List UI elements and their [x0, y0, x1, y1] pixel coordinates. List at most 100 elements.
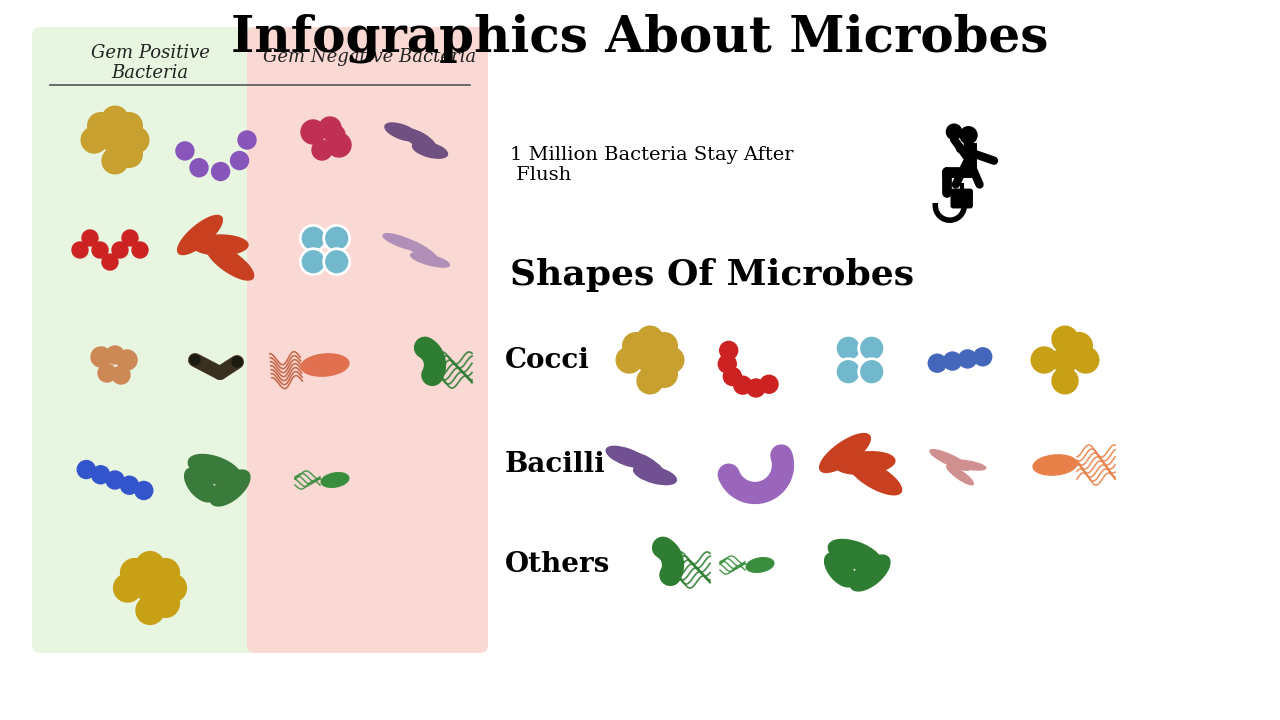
Circle shape: [312, 140, 332, 160]
FancyBboxPatch shape: [247, 27, 488, 653]
Circle shape: [122, 230, 138, 246]
Circle shape: [99, 364, 116, 382]
Circle shape: [760, 375, 778, 393]
Circle shape: [189, 158, 209, 176]
Circle shape: [230, 152, 248, 170]
Circle shape: [718, 355, 736, 373]
Circle shape: [836, 359, 861, 384]
Circle shape: [637, 368, 663, 394]
Circle shape: [616, 347, 643, 373]
Circle shape: [134, 482, 152, 500]
Circle shape: [211, 163, 229, 181]
Circle shape: [72, 242, 88, 258]
Circle shape: [92, 466, 110, 484]
Circle shape: [960, 127, 977, 144]
Text: Bacilli: Bacilli: [506, 451, 605, 479]
Circle shape: [88, 113, 114, 139]
Circle shape: [974, 348, 992, 366]
Circle shape: [301, 225, 326, 251]
Circle shape: [116, 113, 142, 139]
Text: Cocci: Cocci: [506, 346, 590, 374]
Circle shape: [116, 141, 142, 167]
Ellipse shape: [947, 465, 973, 485]
Circle shape: [189, 355, 200, 365]
Ellipse shape: [607, 446, 648, 467]
FancyBboxPatch shape: [951, 189, 973, 208]
Circle shape: [82, 230, 99, 246]
Circle shape: [301, 248, 326, 275]
Circle shape: [102, 127, 128, 153]
Ellipse shape: [411, 253, 449, 267]
Circle shape: [859, 359, 884, 384]
Circle shape: [175, 142, 195, 160]
Circle shape: [943, 352, 961, 370]
Circle shape: [106, 471, 124, 489]
Text: Others: Others: [506, 552, 611, 578]
Circle shape: [113, 242, 128, 258]
Ellipse shape: [835, 451, 895, 474]
Circle shape: [136, 552, 164, 580]
Ellipse shape: [178, 215, 223, 255]
Ellipse shape: [931, 450, 970, 470]
Circle shape: [658, 347, 684, 373]
Circle shape: [120, 476, 138, 494]
Circle shape: [151, 559, 179, 587]
Circle shape: [928, 354, 946, 372]
Circle shape: [946, 124, 961, 140]
Ellipse shape: [404, 129, 436, 151]
Circle shape: [123, 127, 148, 153]
Text: Gem Positive
Bacteria: Gem Positive Bacteria: [91, 44, 210, 82]
Circle shape: [836, 336, 861, 361]
Text: Infographics About Microbes: Infographics About Microbes: [232, 13, 1048, 63]
Circle shape: [652, 361, 677, 387]
Circle shape: [232, 357, 242, 367]
Ellipse shape: [192, 235, 248, 255]
Ellipse shape: [849, 459, 901, 495]
Circle shape: [92, 242, 108, 258]
Ellipse shape: [950, 460, 986, 470]
Ellipse shape: [206, 244, 253, 280]
Circle shape: [301, 120, 325, 144]
Circle shape: [637, 347, 663, 373]
Text: Shapes Of Microbes: Shapes Of Microbes: [509, 258, 914, 292]
Circle shape: [116, 350, 137, 370]
Circle shape: [622, 333, 649, 359]
Ellipse shape: [321, 473, 349, 487]
Ellipse shape: [828, 539, 882, 570]
Circle shape: [102, 107, 128, 132]
Circle shape: [733, 376, 751, 394]
Circle shape: [1066, 333, 1092, 359]
Circle shape: [102, 148, 128, 174]
Circle shape: [325, 125, 346, 145]
FancyBboxPatch shape: [32, 27, 273, 653]
Ellipse shape: [383, 234, 421, 251]
Circle shape: [637, 326, 663, 352]
Ellipse shape: [850, 555, 890, 591]
Ellipse shape: [301, 354, 349, 376]
Text: Gem Negative Bacteria: Gem Negative Bacteria: [264, 48, 476, 66]
Ellipse shape: [184, 468, 215, 502]
Circle shape: [319, 117, 340, 139]
Circle shape: [81, 127, 108, 153]
Circle shape: [748, 379, 765, 397]
Circle shape: [136, 574, 164, 602]
Circle shape: [1052, 347, 1078, 373]
Ellipse shape: [1033, 455, 1076, 475]
Ellipse shape: [746, 558, 774, 572]
Circle shape: [326, 133, 351, 157]
Circle shape: [723, 367, 741, 385]
Ellipse shape: [412, 142, 448, 158]
Circle shape: [120, 559, 148, 587]
Circle shape: [324, 248, 349, 275]
Circle shape: [324, 225, 349, 251]
Circle shape: [1032, 347, 1057, 373]
Circle shape: [113, 366, 131, 384]
Circle shape: [132, 242, 148, 258]
Circle shape: [91, 347, 111, 367]
Circle shape: [1052, 326, 1078, 352]
Ellipse shape: [634, 465, 676, 485]
Circle shape: [114, 574, 142, 602]
Circle shape: [106, 346, 124, 364]
Ellipse shape: [188, 454, 242, 485]
Ellipse shape: [402, 239, 438, 261]
